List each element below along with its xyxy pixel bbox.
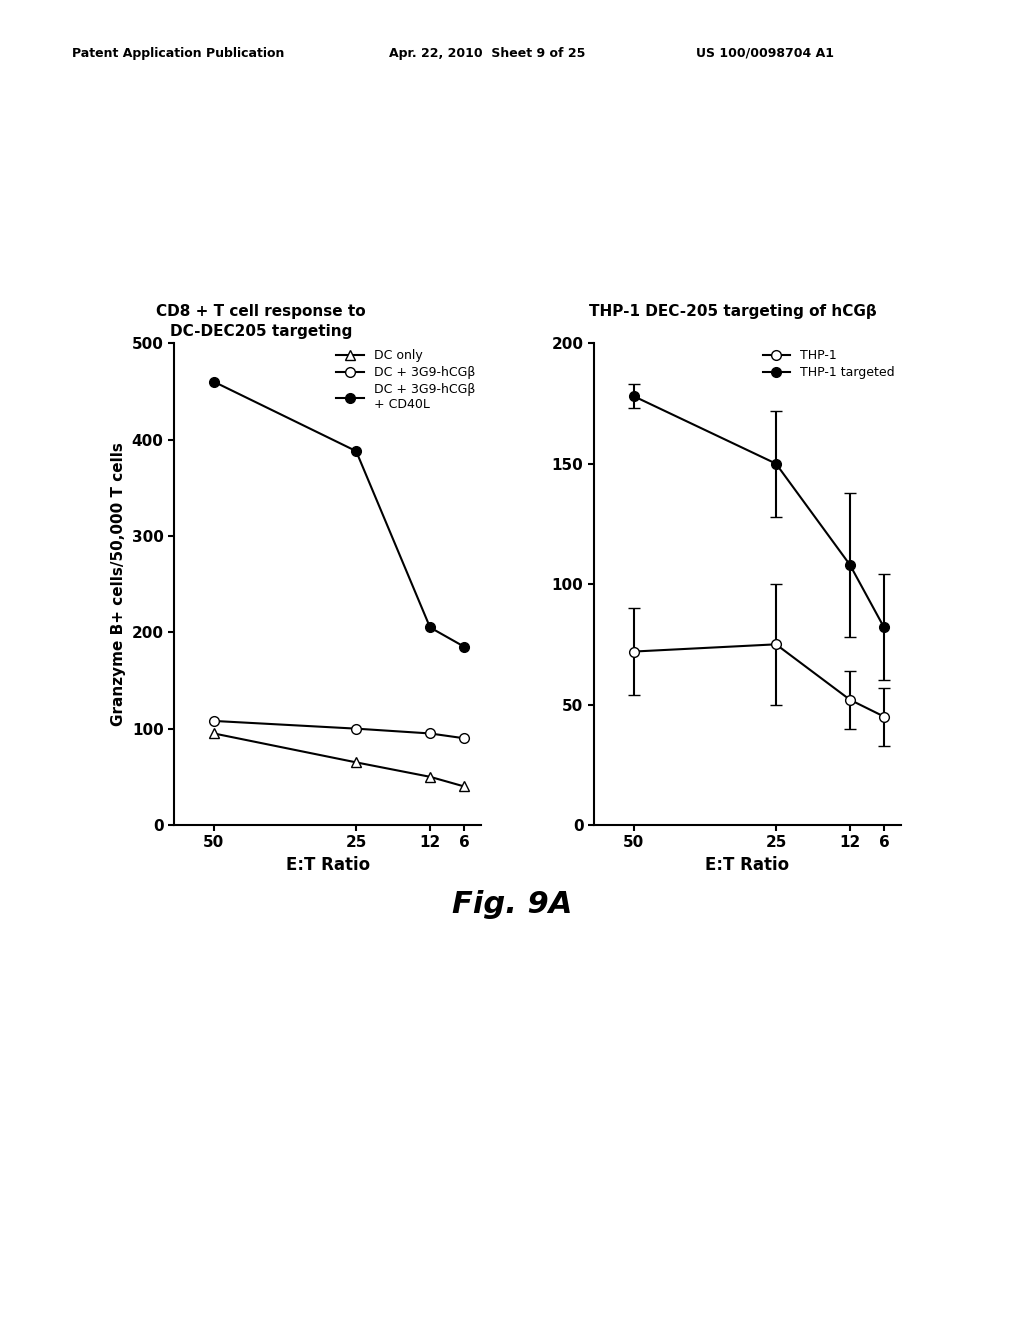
Text: Fig. 9A: Fig. 9A bbox=[452, 890, 572, 919]
Text: CD8 + T cell response to: CD8 + T cell response to bbox=[157, 305, 366, 319]
X-axis label: E:T Ratio: E:T Ratio bbox=[286, 855, 370, 874]
X-axis label: E:T Ratio: E:T Ratio bbox=[706, 855, 790, 874]
Text: Patent Application Publication: Patent Application Publication bbox=[72, 46, 284, 59]
Text: Apr. 22, 2010  Sheet 9 of 25: Apr. 22, 2010 Sheet 9 of 25 bbox=[389, 46, 586, 59]
Text: THP-1 DEC-205 targeting of hCGβ: THP-1 DEC-205 targeting of hCGβ bbox=[589, 305, 877, 319]
Legend: THP-1, THP-1 targeted: THP-1, THP-1 targeted bbox=[763, 350, 895, 379]
Text: US 100/0098704 A1: US 100/0098704 A1 bbox=[696, 46, 835, 59]
Legend: DC only, DC + 3G9-hCGβ, DC + 3G9-hCGβ
+ CD40L: DC only, DC + 3G9-hCGβ, DC + 3G9-hCGβ + … bbox=[336, 350, 475, 411]
Text: DC-DEC205 targeting: DC-DEC205 targeting bbox=[170, 325, 352, 339]
Y-axis label: Granzyme B+ cells/50,000 T cells: Granzyme B+ cells/50,000 T cells bbox=[112, 442, 126, 726]
